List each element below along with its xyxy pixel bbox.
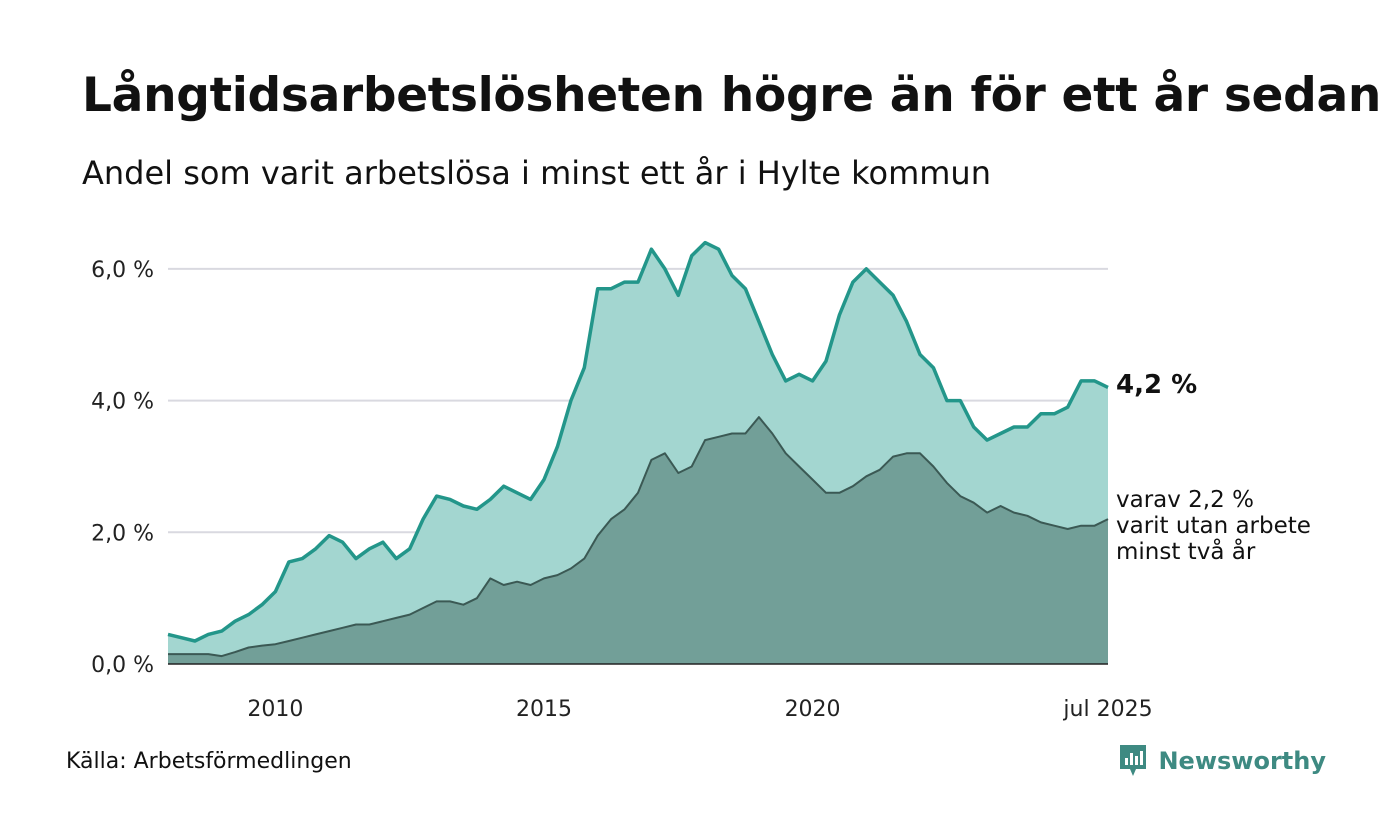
x-tick-label: jul 2025 [1062,697,1152,722]
axes: 0,0 % 2,0 % 4,0 % 6,0 % 2010 2015 2020 jul 2025 [91,258,1152,722]
line-minst-ett-ar [167,240,1109,643]
y-tick-label: 2,0 % [91,521,154,546]
annotation-line-3: minst två år [1116,537,1256,565]
x-tick-label: 2020 [785,697,841,722]
chart-lines [167,240,1109,658]
chart-areas [168,242,1108,664]
source-note: Källa: Arbetsförmedlingen [66,749,352,774]
end-value-label: 4,2 % [1116,370,1197,400]
y-tick-label: 6,0 % [91,258,154,283]
x-tick-label: 2010 [247,697,303,722]
x-tick-label: 2015 [516,697,572,722]
brand-logo: Newsworthy [1118,743,1326,779]
brand-name: Newsworthy [1158,747,1326,775]
page-subtitle: Andel som varit arbetslösa i minst ett å… [82,154,991,192]
y-tick-label: 4,0 % [91,390,154,415]
annotation-line-2: varit utan arbete [1116,513,1311,539]
page-title: Långtidsarbetslösheten högre än för ett … [82,68,1382,123]
line-minst-tva-ar [168,416,1109,658]
y-tick-label: 0,0 % [91,653,154,678]
annotation-line-1: varav 2,2 % [1116,487,1254,513]
area-minst-tva-ar [168,417,1108,664]
newsworthy-logo-icon [1120,745,1147,776]
